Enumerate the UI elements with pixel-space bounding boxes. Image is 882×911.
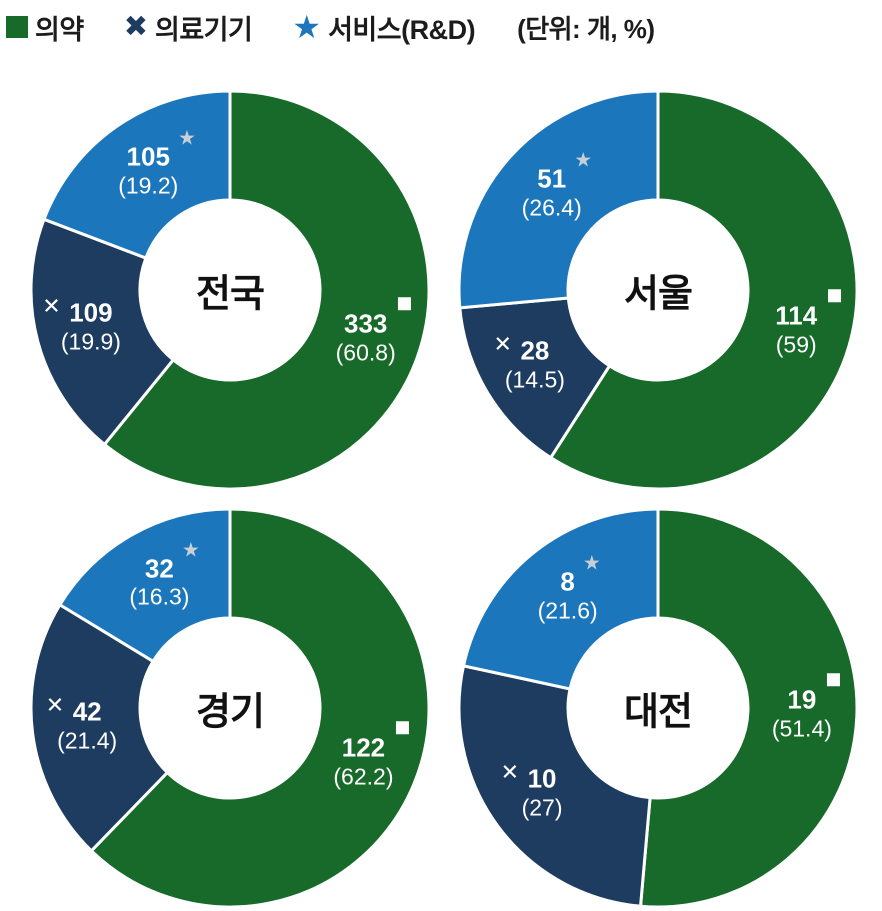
slice-value: 122 xyxy=(342,721,410,763)
slice-value: 114 xyxy=(775,289,842,332)
slice-percent: (19.9) xyxy=(60,328,121,355)
slice-label: 10 ✕ (27) xyxy=(500,759,563,822)
slice-percent: (21.6) xyxy=(537,597,598,624)
donut-chart-daejeon: 대전 19 (51.4) 10 ✕ (27) 8 ★ (21.6) xyxy=(456,506,860,910)
slice-label: 28 ✕ (14.5) xyxy=(493,330,565,393)
region-title: 서울 xyxy=(624,273,693,316)
donut-slice-square xyxy=(548,89,859,491)
star-marker-icon: ★ xyxy=(292,9,322,45)
x-marker-icon: ✕ xyxy=(493,330,512,356)
x-marker-icon: ✕ xyxy=(45,692,65,718)
square-marker-icon xyxy=(6,16,28,38)
donut-chart-seoul: 서울 114 (59) 28 ✕ (14.5) 51 ★ (26.4) xyxy=(456,88,860,492)
donut-svg xyxy=(457,507,859,909)
donut-slice-star xyxy=(57,507,232,664)
slice-percent: (26.4) xyxy=(521,193,582,220)
region-title: 대전 xyxy=(624,691,693,734)
slice-value: 10 ✕ xyxy=(500,759,557,794)
slice-label: 109 ✕ (19.9) xyxy=(42,293,121,356)
legend-label-devices: 의료기기 xyxy=(155,14,253,45)
slice-percent: (21.4) xyxy=(57,727,118,754)
slice-percent: (59) xyxy=(775,331,817,358)
donut-slice-square xyxy=(102,89,431,491)
legend-item-services: ★ 서비스(R&D) xyxy=(292,8,475,47)
slice-value: 51 ★ xyxy=(537,149,593,194)
square-marker-icon xyxy=(827,673,841,687)
slice-percent: (62.2) xyxy=(333,763,394,790)
legend-item-devices: ✖ 의료기기 xyxy=(124,8,253,47)
donut-slice-star xyxy=(42,89,232,260)
slice-label: 105 ★ (19.2) xyxy=(118,127,196,200)
region-title: 경기 xyxy=(196,691,265,734)
region-title: 전국 xyxy=(196,273,265,316)
x-marker-icon: ✖ xyxy=(123,10,148,43)
slice-label: 114 (59) xyxy=(775,289,842,359)
slice-percent: (14.5) xyxy=(504,365,565,392)
legend-label-medicine: 의약 xyxy=(35,14,84,45)
slice-percent: (60.8) xyxy=(335,339,396,366)
slice-label: 42 ✕ (21.4) xyxy=(45,692,118,755)
slice-value: 28 ✕ xyxy=(493,330,550,365)
donut-slice-square xyxy=(638,507,859,909)
x-marker-icon: ✕ xyxy=(500,759,519,785)
donut-slice-x xyxy=(29,602,170,853)
slice-value: 42 ✕ xyxy=(45,692,102,727)
slice-value: 333 xyxy=(344,297,412,339)
square-marker-icon xyxy=(828,289,842,303)
donut-slice-x xyxy=(458,296,612,460)
donut-svg xyxy=(29,89,431,491)
donut-svg xyxy=(457,89,859,491)
legend-item-medicine: 의약 xyxy=(6,8,84,47)
slice-label: 32 ★ (16.3) xyxy=(129,538,200,611)
star-marker-icon: ★ xyxy=(181,538,200,561)
units-note: (단위: 개, %) xyxy=(517,13,655,44)
slice-percent: (19.2) xyxy=(118,172,179,199)
legend-label-services: 서비스(R&D) xyxy=(328,14,476,45)
slice-percent: (16.3) xyxy=(129,583,190,610)
donut-slice-star xyxy=(457,89,660,310)
donut-chart-national: 전국 333 (60.8) 109 ✕ (19.9) 105 ★ (19.2) xyxy=(28,88,432,492)
slice-label: 8 ★ (21.6) xyxy=(537,552,601,624)
slice-label: 122 (62.2) xyxy=(333,721,410,790)
donut-slice-x xyxy=(457,664,652,908)
donut-slice-star xyxy=(461,507,660,691)
slice-value: 32 ★ xyxy=(144,538,200,583)
slice-value: 109 ✕ xyxy=(42,293,113,328)
slice-value: 19 xyxy=(787,673,841,716)
square-marker-icon xyxy=(396,721,410,735)
star-marker-icon: ★ xyxy=(582,552,601,575)
star-marker-icon: ★ xyxy=(574,149,593,172)
slice-percent: (51.4) xyxy=(771,715,832,742)
donut-chart-gyeonggi: 경기 122 (62.2) 42 ✕ (21.4) 32 ★ (16.3) xyxy=(28,506,432,910)
donut-slice-x xyxy=(29,217,176,447)
square-marker-icon xyxy=(398,297,412,311)
donut-slice-square xyxy=(89,507,431,909)
slice-label: 333 (60.8) xyxy=(335,297,412,366)
slice-value: 8 ★ xyxy=(560,552,601,597)
legend: 의약 ✖ 의료기기 ★ 서비스(R&D) (단위: 개, %) xyxy=(6,8,655,46)
x-marker-icon: ✕ xyxy=(42,293,61,319)
star-marker-icon: ★ xyxy=(177,127,196,150)
slice-value: 105 ★ xyxy=(126,127,196,172)
slice-percent: (27) xyxy=(521,794,563,821)
slice-label: 51 ★ (26.4) xyxy=(521,149,593,221)
slice-label: 19 (51.4) xyxy=(771,673,841,743)
donut-svg xyxy=(29,507,431,909)
